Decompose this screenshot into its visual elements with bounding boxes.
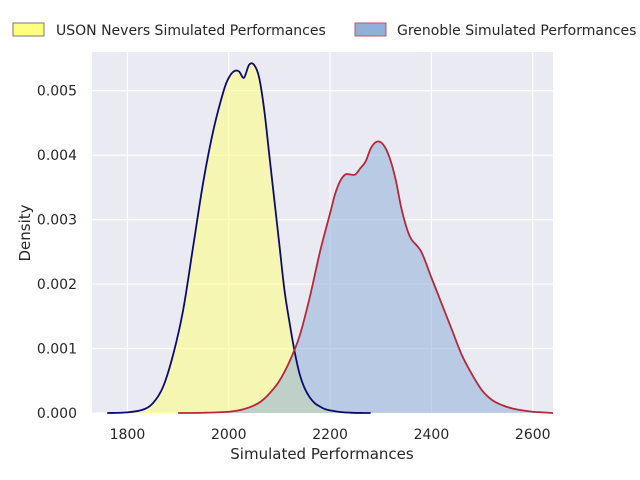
y-axis-label: Density bbox=[16, 204, 34, 261]
legend: USON Nevers Simulated Performances Greno… bbox=[12, 22, 636, 39]
series-area-0 bbox=[107, 63, 371, 414]
series-area-1 bbox=[178, 141, 553, 413]
y-tick-label: 0.002 bbox=[37, 277, 77, 293]
x-tick-label: 2000 bbox=[211, 427, 247, 443]
x-tick-label: 2200 bbox=[312, 427, 348, 443]
y-tick-label: 0.000 bbox=[37, 406, 77, 422]
legend-label-uson-nevers: USON Nevers Simulated Performances bbox=[56, 23, 326, 39]
y-tick-label: 0.005 bbox=[37, 84, 77, 100]
x-tick-label: 1800 bbox=[110, 427, 146, 443]
series-layer bbox=[107, 62, 554, 414]
y-tick-label: 0.001 bbox=[37, 342, 77, 358]
y-tick-labels: 0.000 0.001 0.002 0.003 0.004 0.005 bbox=[37, 84, 77, 422]
x-tick-label: 2400 bbox=[414, 427, 450, 443]
legend-swatch-grenoble bbox=[354, 22, 387, 37]
y-tick-label: 0.003 bbox=[37, 213, 77, 229]
series-line-1 bbox=[178, 140, 554, 414]
series-line-0 bbox=[107, 62, 371, 414]
x-axis-label: Simulated Performances bbox=[230, 445, 414, 463]
x-tick-label: 2600 bbox=[515, 427, 551, 443]
y-tick-label: 0.004 bbox=[37, 148, 77, 164]
legend-label-grenoble: Grenoble Simulated Performances bbox=[397, 23, 636, 39]
legend-swatch-uson-nevers bbox=[12, 22, 45, 37]
x-tick-labels: 1800 2000 2200 2400 2600 bbox=[110, 427, 551, 443]
